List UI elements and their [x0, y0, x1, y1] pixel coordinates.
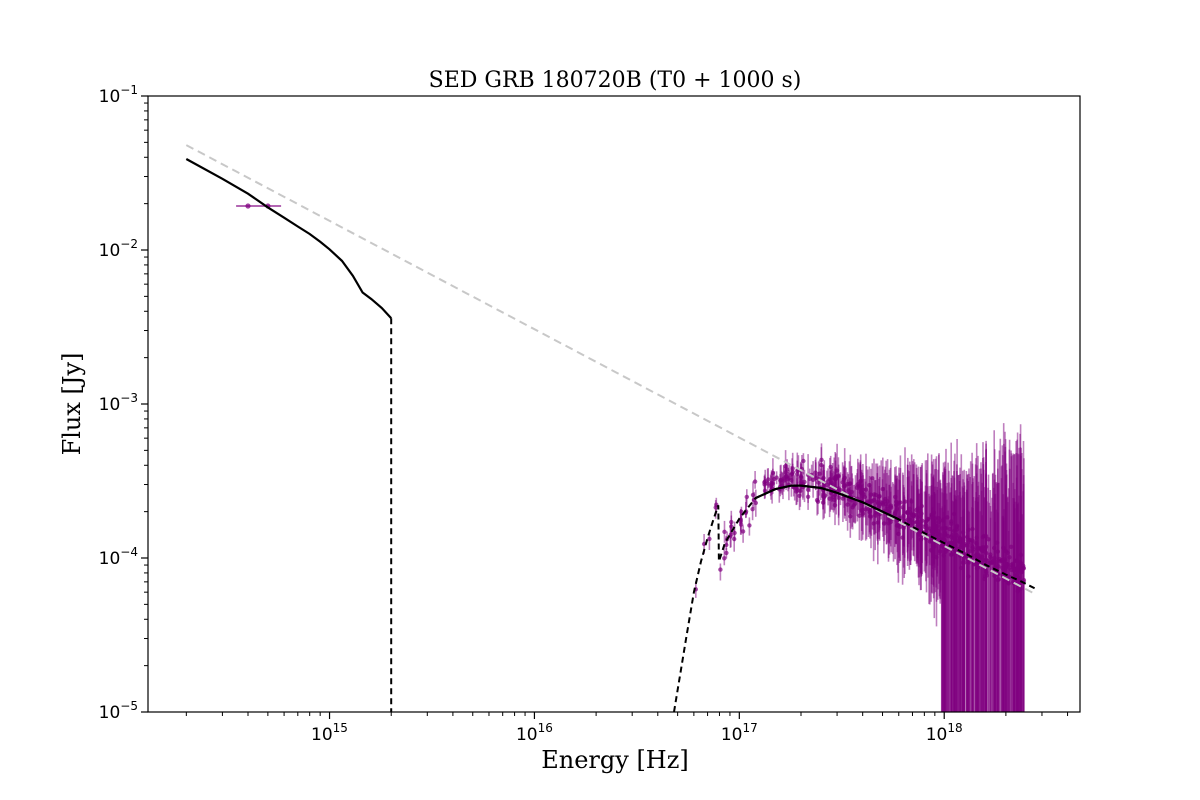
xray-data-point [867, 508, 873, 514]
x-tick-label: 1015 [311, 721, 348, 745]
xray-data-point [832, 492, 838, 498]
xray-data-point [902, 518, 907, 523]
xray-data-point [893, 494, 898, 500]
xray-data-point [718, 567, 723, 572]
xray-data-point [805, 487, 811, 492]
xray-data-point [815, 499, 821, 504]
xray-data-point [908, 519, 913, 524]
xray-data-point [722, 556, 727, 561]
xray-data-point [938, 549, 943, 554]
xray-data-point [1007, 574, 1012, 579]
xray-data-point [794, 489, 799, 494]
x-axis-label: Energy [Hz] [541, 746, 689, 774]
xray-data-point [905, 510, 910, 516]
optical-data-point [245, 203, 251, 209]
xray-data-point [884, 504, 890, 509]
xray-data-point [810, 477, 816, 482]
y-tick-label: 10−3 [99, 391, 138, 415]
xray-data-point [724, 550, 729, 556]
axes-frame [147, 95, 1081, 713]
xray-data-point [1018, 552, 1024, 558]
y-axis-label: Flux [Jy] [58, 353, 86, 456]
plot-area [185, 144, 1037, 712]
xray-data-point [797, 493, 802, 498]
xray-data-point [840, 496, 846, 501]
xray-data-point [949, 519, 954, 524]
xray-data-point [828, 464, 833, 470]
axis-ticks: 1015 1016 1017 1018 10−5 10−4 10−3 10−2 10−1 [99, 83, 1069, 745]
y-tick-label: 10−2 [99, 237, 138, 261]
xray-data-point [819, 462, 824, 468]
x-tick-label: 1016 [516, 721, 553, 745]
xray-data-point [744, 494, 749, 500]
y-tick-label: 10−4 [99, 545, 138, 569]
xray-data-point [961, 537, 966, 543]
xray-data-point [958, 544, 964, 549]
xray-data-point [915, 506, 920, 511]
optical-model-line [185, 158, 393, 320]
y-tick-label: 10−5 [99, 699, 138, 723]
xray-data-point [1002, 557, 1008, 562]
xray-data-point [747, 523, 752, 528]
xray-data-point [789, 478, 794, 483]
xray-data-point [876, 494, 882, 499]
xray-data-point [774, 475, 779, 480]
xray-data-point [951, 528, 957, 533]
xray-data-point [753, 500, 758, 506]
xray-data-point [722, 529, 727, 534]
xray-data-point [990, 559, 995, 564]
xray-model-solid [755, 484, 900, 521]
xray-data-point [713, 505, 718, 510]
xray-data-point [729, 519, 734, 525]
xray-data-point [813, 473, 819, 479]
chart-title: SED GRB 180720B (T0 + 1000 s) [429, 68, 802, 93]
powerlaw-line [185, 144, 1037, 596]
xray-data-point [836, 495, 841, 500]
xray-data-point [912, 512, 917, 517]
xray-data-point [964, 556, 969, 561]
x-tick-label: 1017 [721, 721, 758, 745]
y-tick-label: 10−1 [99, 83, 138, 107]
x-tick-label: 1018 [926, 721, 963, 745]
xray-data-point [850, 505, 855, 510]
xray-data-point [752, 479, 758, 484]
xray-data-point [928, 548, 934, 553]
xray-data-point [879, 500, 884, 505]
xray-data-point [768, 483, 773, 489]
xray-data-point [941, 517, 946, 522]
xray-data-point [825, 479, 831, 484]
xray-data-point [861, 492, 866, 497]
xray-data-point [784, 473, 789, 479]
xray-data-point [738, 519, 743, 524]
xray-data-point [740, 529, 746, 534]
xray-data-point [762, 480, 767, 485]
xray-data-point [732, 530, 737, 536]
xray-data-point [873, 513, 878, 518]
xray-data-point [922, 524, 927, 529]
xray-data-point [924, 518, 929, 523]
xray-data-point [982, 574, 988, 579]
xray-data-point [933, 523, 938, 529]
xray-data-point [977, 553, 982, 559]
xray-data-point [707, 536, 712, 542]
xray-data-point [870, 498, 875, 504]
xray-data-point [974, 541, 979, 546]
xray-data-point [994, 540, 1000, 545]
